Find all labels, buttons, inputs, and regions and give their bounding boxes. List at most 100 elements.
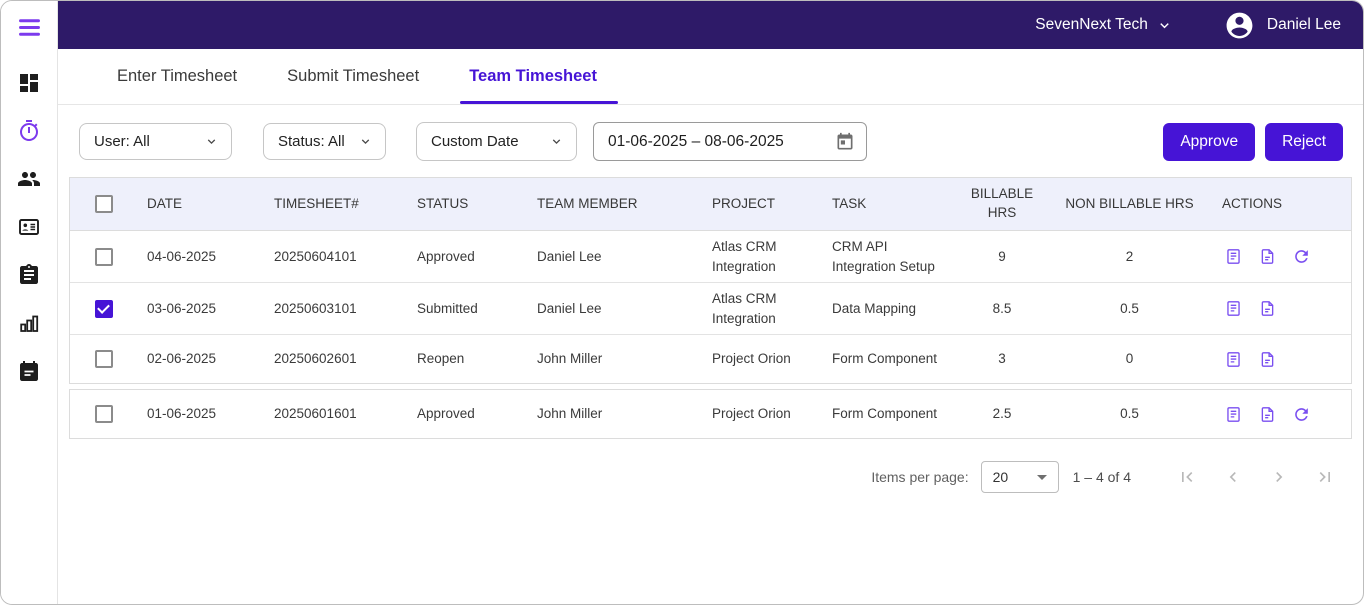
- document-icon[interactable]: [1258, 405, 1277, 424]
- view-details-icon[interactable]: [1224, 405, 1243, 424]
- cell-project: Atlas CRM Integration: [712, 239, 777, 274]
- cell-team-member: John Miller: [537, 351, 603, 367]
- cell-actions: [1212, 299, 1351, 318]
- view-details-icon[interactable]: [1224, 299, 1243, 318]
- last-page-icon: [1315, 467, 1335, 487]
- cell-timesheet-number: 20250601601: [274, 406, 357, 422]
- sidebar-nav: [16, 71, 42, 383]
- cell-billable-hrs: 2.5: [992, 406, 1012, 422]
- table-header-row: DATE TIMESHEET# STATUS TEAM MEMBER PROJECT TA…: [70, 178, 1351, 231]
- cell-actions: [1212, 247, 1351, 266]
- date-mode-value: Custom Date: [431, 133, 519, 150]
- chevron-down-icon: [550, 135, 563, 148]
- topbar: SevenNext Tech Daniel Lee: [58, 1, 1363, 49]
- cell-task: Form Component: [832, 351, 938, 367]
- page-nav: [1177, 467, 1335, 487]
- cell-date: 03-06-2025: [147, 300, 217, 316]
- sidebar-item-team[interactable]: [16, 167, 42, 191]
- previous-page-icon: [1223, 467, 1243, 487]
- previous-page-button[interactable]: [1223, 467, 1243, 487]
- date-range-input[interactable]: 01-06-2025 – 08-06-2025: [593, 122, 867, 161]
- tab-bar: Enter Timesheet Submit Timesheet Team Time…: [58, 49, 1363, 105]
- tab-enter-timesheet[interactable]: Enter Timesheet: [92, 49, 262, 104]
- cell-task: Form Component: [832, 406, 938, 422]
- status-filter-value: Status: All: [278, 133, 345, 150]
- approve-button[interactable]: Approve: [1163, 122, 1256, 161]
- cell-team-member: John Miller: [537, 406, 603, 422]
- sidebar-item-contacts[interactable]: [16, 215, 42, 239]
- row-checkbox[interactable]: [94, 405, 113, 424]
- calendar-picker-icon[interactable]: [835, 132, 855, 152]
- first-page-button[interactable]: [1177, 467, 1197, 487]
- row-checkbox[interactable]: [94, 299, 113, 318]
- column-header: TEAM MEMBER: [537, 195, 638, 211]
- dropdown-arrow-icon: [1036, 474, 1047, 480]
- contact-card-icon: [17, 215, 41, 239]
- date-mode-select[interactable]: Custom Date: [416, 122, 577, 161]
- tab-team-timesheet[interactable]: Team Timesheet: [444, 49, 622, 104]
- cell-billable-hrs: 8.5: [992, 300, 1012, 316]
- row-checkbox[interactable]: [94, 247, 113, 266]
- sidebar-item-timesheet[interactable]: [16, 119, 42, 143]
- column-header: NON BILLABLE HRS: [1065, 195, 1194, 211]
- cell-status: Reopen: [417, 351, 465, 367]
- cell-project: Project Orion: [712, 406, 791, 422]
- cell-non-billable-hrs: 2: [1125, 248, 1134, 264]
- column-header: STATUS: [417, 195, 469, 211]
- cell-timesheet-number: 20250604101: [274, 248, 357, 264]
- next-page-icon: [1269, 467, 1289, 487]
- column-header: DATE: [147, 195, 183, 211]
- reject-button[interactable]: Reject: [1265, 122, 1343, 161]
- cell-status: Approved: [417, 406, 475, 422]
- sidebar-item-calendar[interactable]: [16, 359, 42, 383]
- user-name: Daniel Lee: [1266, 16, 1341, 33]
- avatar: [1224, 10, 1255, 41]
- cell-timesheet-number: 20250603101: [274, 300, 357, 316]
- items-per-page-select[interactable]: 20: [980, 461, 1059, 494]
- cell-team-member: Daniel Lee: [537, 300, 602, 316]
- sidebar-item-dashboard[interactable]: [16, 71, 42, 95]
- view-details-icon[interactable]: [1224, 350, 1243, 369]
- sidebar-item-tasks[interactable]: [16, 263, 42, 287]
- cell-task: Data Mapping: [832, 300, 917, 316]
- cell-date: 02-06-2025: [147, 351, 217, 367]
- user-filter-select[interactable]: User: All: [79, 123, 232, 160]
- user-filter-value: User: All: [94, 133, 150, 150]
- select-all-checkbox[interactable]: [94, 195, 113, 213]
- table-row: 04-06-2025 20250604101 Approved Daniel L…: [70, 231, 1351, 284]
- cell-non-billable-hrs: 0.5: [1120, 406, 1139, 422]
- menu-toggle-button[interactable]: [16, 14, 43, 41]
- next-page-button[interactable]: [1269, 467, 1289, 487]
- document-icon[interactable]: [1258, 247, 1277, 266]
- refresh-icon[interactable]: [1292, 405, 1311, 424]
- view-details-icon[interactable]: [1224, 247, 1243, 266]
- row-checkbox[interactable]: [94, 350, 113, 369]
- items-per-page-label: Items per page:: [871, 469, 969, 486]
- status-filter-select[interactable]: Status: All: [263, 123, 386, 160]
- document-icon[interactable]: [1258, 350, 1277, 369]
- table-row: 02-06-2025 20250602601 Reopen John Mille…: [70, 335, 1351, 383]
- timer-icon: [17, 119, 41, 143]
- chevron-down-icon: [1157, 18, 1172, 33]
- last-page-button[interactable]: [1315, 467, 1335, 487]
- cell-status: Submitted: [417, 300, 478, 316]
- cell-task: CRM API Integration Setup: [832, 239, 935, 274]
- sidebar-item-reports[interactable]: [16, 311, 42, 335]
- document-icon[interactable]: [1258, 299, 1277, 318]
- cell-non-billable-hrs: 0.5: [1120, 300, 1139, 316]
- column-header: BILLABLE HRS: [970, 186, 1034, 220]
- bar-chart-icon: [17, 311, 41, 335]
- cell-status: Approved: [417, 248, 475, 264]
- clipboard-icon: [17, 263, 41, 287]
- company-selector[interactable]: SevenNext Tech: [1035, 16, 1172, 34]
- column-header: ACTIONS: [1222, 195, 1283, 211]
- user-menu[interactable]: Daniel Lee: [1224, 10, 1341, 41]
- tab-submit-timesheet[interactable]: Submit Timesheet: [262, 49, 444, 104]
- cell-project: Atlas CRM Integration: [712, 291, 777, 326]
- cell-timesheet-number: 20250602601: [274, 351, 357, 367]
- company-name: SevenNext Tech: [1035, 16, 1148, 33]
- cell-team-member: Daniel Lee: [537, 248, 602, 264]
- cell-date: 04-06-2025: [147, 248, 217, 264]
- refresh-icon[interactable]: [1292, 247, 1311, 266]
